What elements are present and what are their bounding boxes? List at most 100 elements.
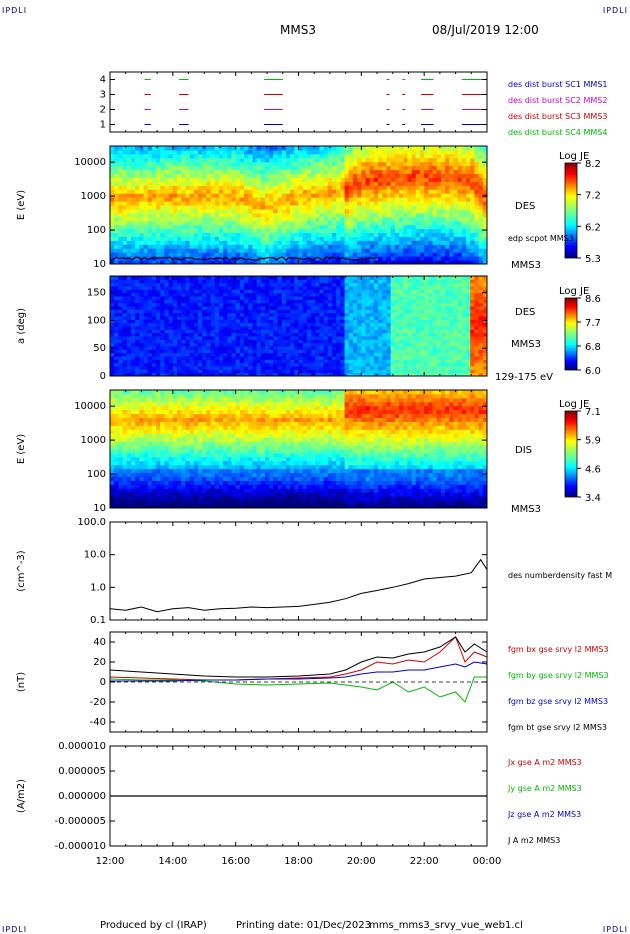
des-energy-cell (482, 244, 488, 249)
des-pitch-cell (210, 349, 216, 354)
des-energy-cell (285, 161, 291, 167)
des-pitch-cell (319, 336, 325, 340)
des-pitch-cell (344, 346, 350, 350)
des-energy-cell (197, 236, 203, 241)
des-pitch-cell (277, 362, 283, 367)
des-energy-cell (348, 224, 354, 230)
des-pitch-cell (323, 362, 329, 367)
des-energy-cell (156, 161, 161, 167)
des-energy-cell (315, 173, 320, 178)
des-energy-cell (470, 185, 475, 190)
des-energy-cell (223, 189, 228, 194)
des-energy-cell (189, 201, 195, 206)
des-pitch-cell (172, 346, 178, 350)
des-energy-cell (118, 153, 124, 159)
des-energy-cell (139, 252, 145, 257)
des-pitch-cell (202, 282, 207, 287)
des-pitch-cell (415, 332, 421, 337)
des-pitch-cell (424, 366, 429, 370)
des-energy-cell (394, 224, 400, 230)
des-pitch-cell (202, 369, 207, 374)
des-pitch-cell (264, 366, 270, 370)
des-pitch-cell (227, 356, 232, 360)
des-energy-cell (122, 232, 128, 237)
des-pitch-cell (419, 332, 425, 337)
des-energy-cell (348, 157, 354, 163)
des-pitch-cell (311, 326, 316, 330)
des-energy-cell (189, 177, 195, 182)
des-pitch-cell (139, 349, 145, 354)
des-energy-cell (306, 224, 312, 230)
des-pitch-cell (269, 356, 274, 360)
des-energy-cell (315, 220, 320, 226)
des-energy-cell (419, 157, 425, 163)
des-pitch-cell (285, 296, 291, 300)
des-energy-cell (277, 169, 283, 175)
des-energy-cell (118, 232, 124, 237)
des-pitch-cell (386, 362, 392, 367)
des-energy-cell (244, 161, 249, 167)
des-energy-cell (151, 173, 157, 178)
des-pitch-cell (260, 312, 266, 317)
des-energy-cell (114, 157, 119, 163)
des-energy-cell (369, 169, 375, 175)
des-energy-cell (466, 146, 471, 151)
des-energy-cell (352, 173, 358, 178)
des-energy-cell (181, 248, 186, 253)
des-energy-cell (365, 169, 371, 175)
des-pitch-cell (172, 332, 178, 337)
des-energy-cell (168, 240, 174, 245)
des-pitch-cell (168, 369, 174, 374)
des-energy-cell (415, 193, 421, 198)
des-energy-cell (235, 205, 241, 210)
des-pitch-cell (156, 339, 161, 344)
des-energy-cell (156, 197, 161, 202)
des-pitch-cell (156, 362, 161, 367)
des-energy-cell (239, 260, 245, 265)
des-pitch-cell (298, 309, 304, 314)
des-energy-cell (336, 149, 341, 155)
des-pitch-cell (122, 326, 128, 330)
des-pitch-cell (290, 282, 295, 287)
des-energy-cell (399, 146, 404, 151)
des-pitch-cell (415, 346, 421, 350)
des-energy-cell (218, 232, 224, 237)
des-energy-cell (189, 208, 195, 214)
des-energy-cell (361, 240, 367, 245)
des-energy-cell (231, 181, 237, 186)
des-energy-cell (235, 260, 241, 265)
des-pitch-cell (277, 332, 283, 337)
des-energy-cell (147, 193, 153, 198)
des-energy-cell (277, 224, 283, 230)
des-pitch-cell (411, 362, 417, 367)
des-energy-cell (445, 197, 450, 202)
des-energy-cell (294, 185, 299, 190)
des-pitch-cell (302, 319, 308, 324)
des-energy-cell (214, 149, 220, 155)
des-pitch-cell (252, 296, 258, 300)
des-pitch-cell (269, 299, 274, 304)
des-energy-cell (399, 220, 404, 226)
des-energy-cell (130, 244, 136, 249)
des-energy-cell (264, 216, 270, 222)
des-energy-cell (139, 193, 145, 198)
des-energy-cell (202, 236, 207, 241)
des-pitch-cell (269, 322, 274, 327)
des-pitch-cell (264, 282, 270, 287)
des-energy-cell (227, 260, 232, 265)
des-energy-cell (281, 157, 287, 163)
des-energy-cell (210, 157, 216, 163)
des-pitch-cell (378, 279, 383, 284)
des-energy-cell (357, 153, 362, 159)
des-energy-cell (260, 201, 266, 206)
des-pitch-cell (352, 282, 358, 287)
des-pitch-cell (244, 312, 249, 317)
des-energy-cell (260, 205, 266, 210)
des-pitch-cell (206, 372, 212, 377)
des-pitch-cell (348, 369, 354, 374)
des-pitch-cell (281, 312, 287, 317)
des-pitch-cell (344, 296, 350, 300)
des-pitch-cell (390, 299, 396, 304)
des-energy-cell (160, 236, 165, 241)
des-energy-cell (227, 161, 232, 167)
